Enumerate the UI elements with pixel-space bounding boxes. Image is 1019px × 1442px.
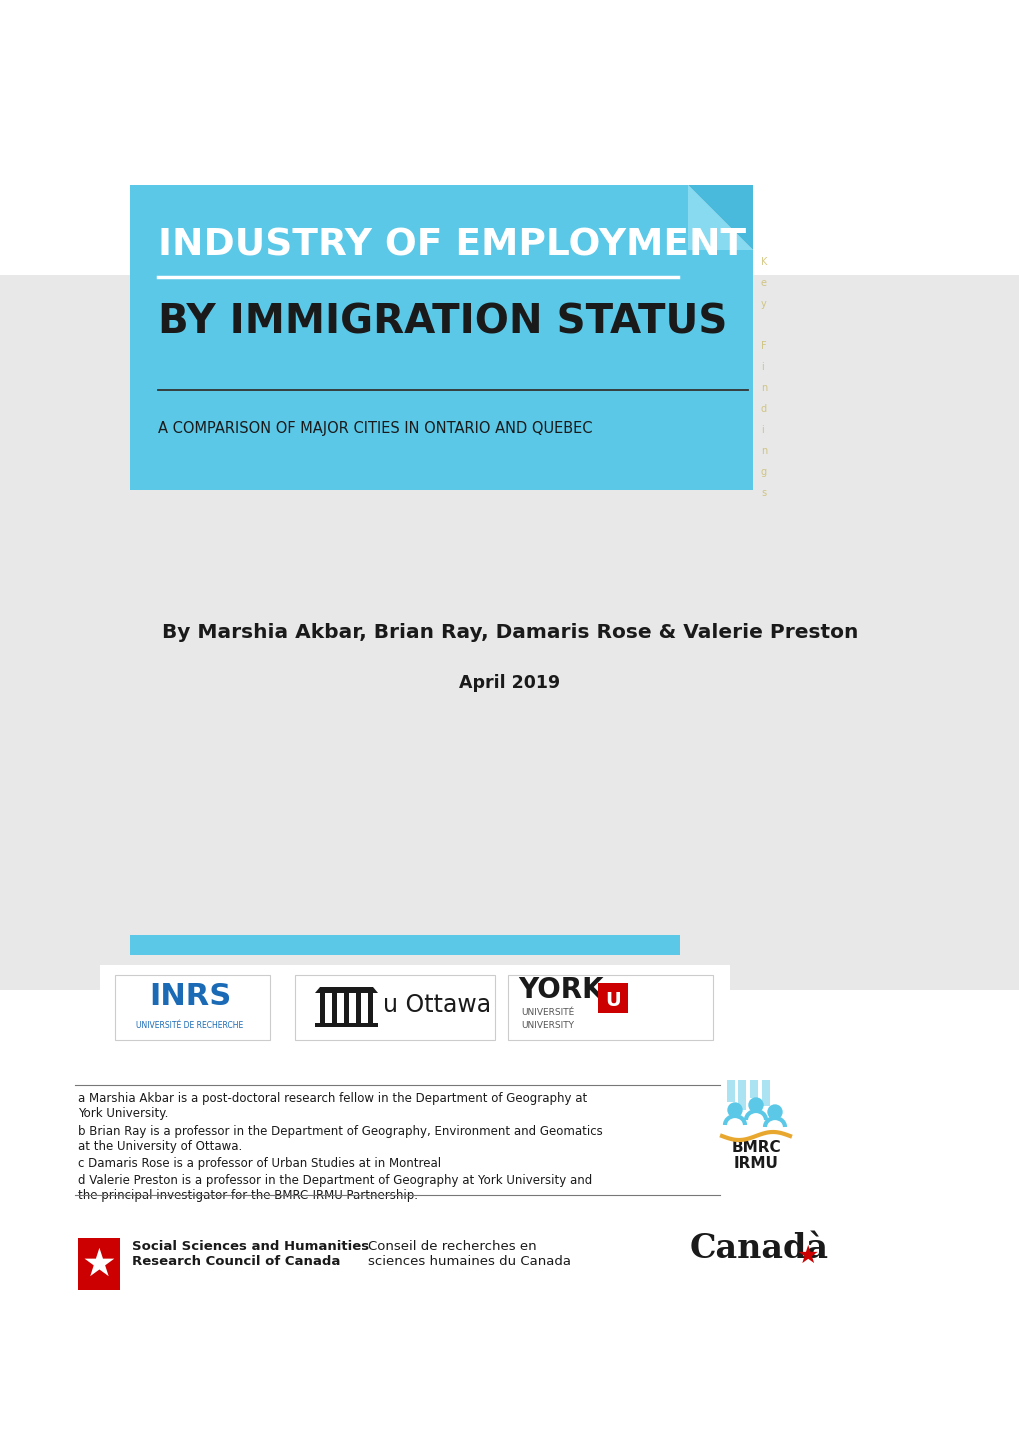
Text: Canadà: Canadà bbox=[689, 1231, 828, 1265]
Text: INDUSTRY OF EMPLOYMENT: INDUSTRY OF EMPLOYMENT bbox=[158, 226, 745, 262]
Bar bbox=[356, 994, 361, 1022]
Text: i: i bbox=[760, 362, 763, 372]
Bar bbox=[738, 1080, 745, 1110]
Text: INRS: INRS bbox=[149, 982, 231, 1011]
Bar bbox=[688, 249, 752, 490]
Text: April 2019: April 2019 bbox=[459, 673, 560, 692]
Text: IRMU: IRMU bbox=[733, 1156, 777, 1171]
Text: n: n bbox=[760, 384, 766, 394]
Bar bbox=[100, 965, 730, 1074]
Circle shape bbox=[728, 1103, 741, 1118]
Text: UNIVERSITY: UNIVERSITY bbox=[521, 1021, 574, 1030]
Bar bbox=[749, 1080, 757, 1097]
Text: York University.: York University. bbox=[77, 1107, 168, 1120]
Text: ★: ★ bbox=[796, 1244, 818, 1268]
Bar bbox=[315, 1022, 378, 1027]
Polygon shape bbox=[315, 986, 378, 994]
Text: e: e bbox=[760, 278, 766, 288]
Text: BMRC: BMRC bbox=[731, 1141, 781, 1155]
Bar bbox=[129, 934, 680, 955]
Text: b Brian Ray is a professor in the Department of Geography, Environment and Geoma: b Brian Ray is a professor in the Depart… bbox=[77, 1125, 602, 1138]
Text: F: F bbox=[760, 340, 766, 350]
Text: g: g bbox=[760, 467, 766, 477]
Text: U: U bbox=[604, 991, 621, 1009]
Bar bbox=[507, 975, 712, 1040]
Bar bbox=[761, 1080, 769, 1106]
Text: K: K bbox=[760, 257, 766, 267]
Text: d Valerie Preston is a professor in the Department of Geography at York Universi: d Valerie Preston is a professor in the … bbox=[77, 1174, 592, 1187]
Text: Research Council of Canada: Research Council of Canada bbox=[131, 1255, 340, 1268]
Text: UNIVERSITÉ: UNIVERSITÉ bbox=[521, 1008, 574, 1017]
Text: BY IMMIGRATION STATUS: BY IMMIGRATION STATUS bbox=[158, 301, 727, 342]
Bar bbox=[368, 994, 373, 1022]
Text: s: s bbox=[760, 487, 765, 497]
Text: d: d bbox=[760, 404, 766, 414]
Text: ★: ★ bbox=[82, 1246, 116, 1283]
Text: UNIVERSITÉ DE RECHERCHE: UNIVERSITÉ DE RECHERCHE bbox=[137, 1021, 244, 1030]
Text: YORK: YORK bbox=[518, 976, 603, 1004]
Text: c Damaris Rose is a professor of Urban Studies at in Montreal: c Damaris Rose is a professor of Urban S… bbox=[77, 1156, 440, 1169]
Bar bbox=[320, 994, 325, 1022]
Bar bbox=[597, 983, 628, 1012]
Polygon shape bbox=[688, 185, 752, 249]
Bar bbox=[727, 1080, 735, 1102]
Text: Conseil de recherches en: Conseil de recherches en bbox=[368, 1240, 536, 1253]
Bar bbox=[77, 1239, 120, 1291]
Text: i: i bbox=[760, 425, 763, 435]
Text: By Marshia Akbar, Brian Ray, Damaris Rose & Valerie Preston: By Marshia Akbar, Brian Ray, Damaris Ros… bbox=[162, 623, 857, 642]
Polygon shape bbox=[688, 185, 752, 249]
Text: a Marshia Akbar is a post-doctoral research fellow in the Department of Geograph: a Marshia Akbar is a post-doctoral resea… bbox=[77, 1092, 587, 1105]
Bar bbox=[294, 975, 494, 1040]
Bar bbox=[129, 185, 688, 490]
Bar bbox=[331, 994, 336, 1022]
Text: u Ottawa: u Ottawa bbox=[382, 994, 490, 1017]
Circle shape bbox=[767, 1105, 782, 1119]
Bar bbox=[115, 975, 270, 1040]
Circle shape bbox=[748, 1097, 762, 1112]
Bar bbox=[343, 994, 348, 1022]
Text: A COMPARISON OF MAJOR CITIES IN ONTARIO AND QUEBEC: A COMPARISON OF MAJOR CITIES IN ONTARIO … bbox=[158, 421, 592, 435]
Text: at the University of Ottawa.: at the University of Ottawa. bbox=[77, 1141, 243, 1154]
Text: sciences humaines du Canada: sciences humaines du Canada bbox=[368, 1255, 571, 1268]
Bar bbox=[0, 275, 1019, 991]
Text: y: y bbox=[760, 298, 766, 309]
Text: Social Sciences and Humanities: Social Sciences and Humanities bbox=[131, 1240, 369, 1253]
Text: the principal investigator for the BMRC-IRMU Partnership.: the principal investigator for the BMRC-… bbox=[77, 1190, 418, 1203]
Text: n: n bbox=[760, 446, 766, 456]
